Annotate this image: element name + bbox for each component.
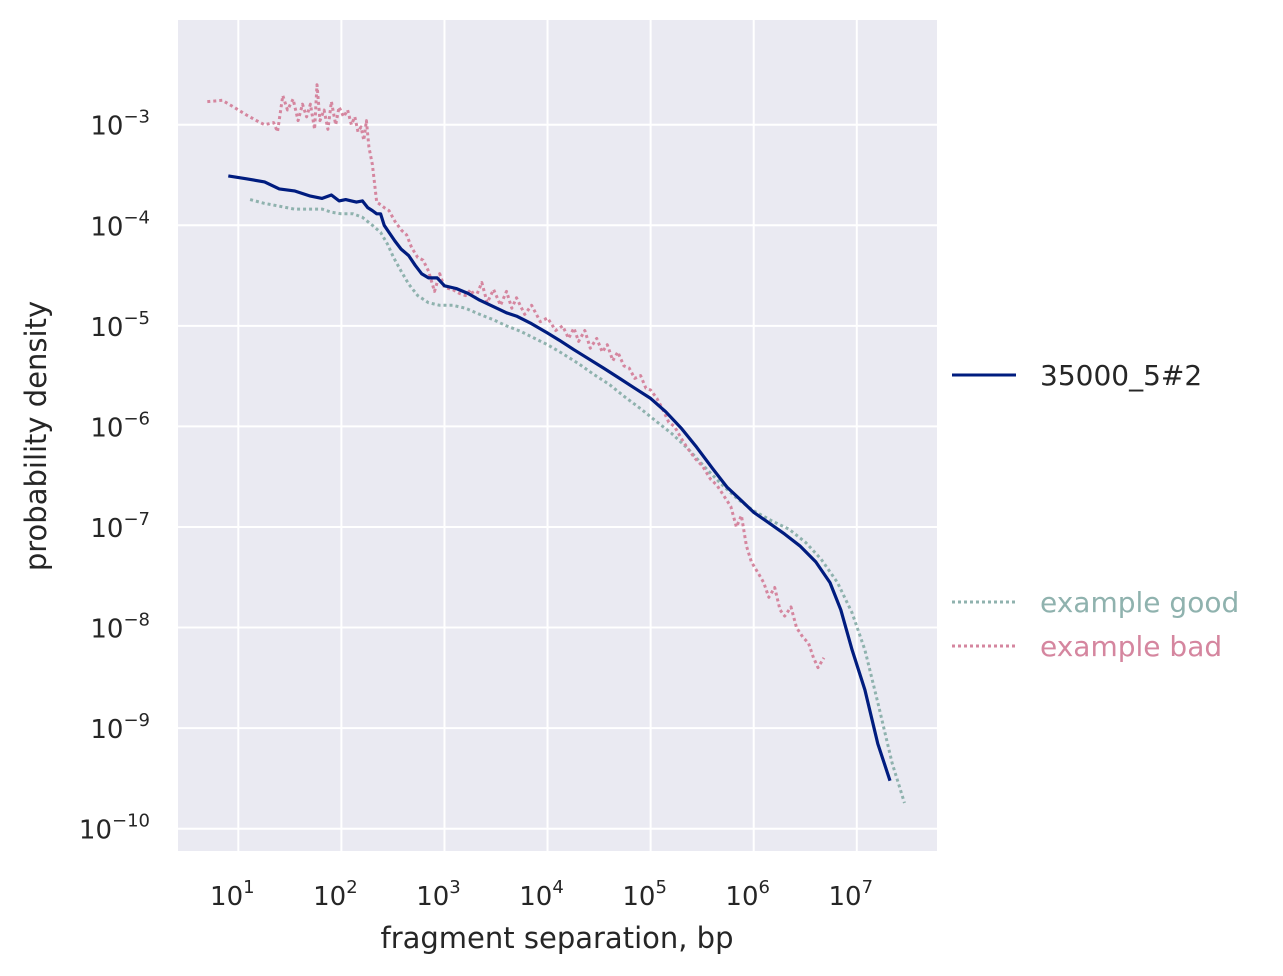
series-layer bbox=[207, 83, 906, 804]
y-tick-label: 10−6 bbox=[90, 408, 150, 443]
y-tick-label: 10−10 bbox=[79, 811, 150, 846]
y-tick-label: 10−9 bbox=[90, 710, 150, 745]
y-tick-label: 10−7 bbox=[90, 509, 150, 544]
grid bbox=[178, 20, 937, 851]
plot-background bbox=[178, 20, 937, 851]
x-tick-label: 102 bbox=[313, 877, 358, 912]
legend-label: example bad bbox=[1040, 630, 1222, 663]
series-line-35000-5-2 bbox=[228, 174, 892, 782]
series-line-example-good bbox=[249, 198, 906, 804]
x-tick-label: 107 bbox=[829, 877, 874, 912]
y-tick-label: 10−5 bbox=[90, 308, 150, 343]
legend-label: 35000_5#2 bbox=[1040, 359, 1202, 392]
x-tick-label: 103 bbox=[416, 877, 461, 912]
x-tick-label: 104 bbox=[519, 877, 564, 912]
y-axis-title: probability density bbox=[19, 301, 53, 571]
x-tick-label: 101 bbox=[210, 877, 255, 912]
y-tick-label: 10−3 bbox=[90, 107, 150, 142]
y-tick-label: 10−8 bbox=[90, 610, 150, 645]
legend-label: example good bbox=[1040, 586, 1239, 619]
x-tick-label: 105 bbox=[622, 877, 667, 912]
series-line-example-bad bbox=[207, 83, 826, 670]
x-axis-title: fragment separation, bp bbox=[381, 921, 734, 955]
x-tick-labels: 101 102 103 104 105 106 107 bbox=[210, 877, 873, 912]
y-tick-labels: 10−3 10−4 10−5 10−6 10−7 10−8 10−9 10−10 bbox=[79, 107, 150, 846]
x-tick-label: 106 bbox=[725, 877, 770, 912]
y-tick-label: 10−4 bbox=[90, 207, 150, 242]
